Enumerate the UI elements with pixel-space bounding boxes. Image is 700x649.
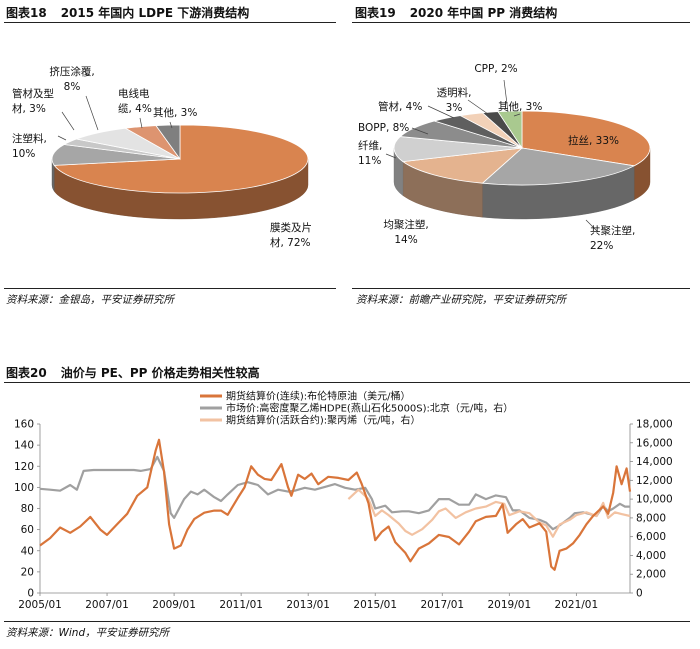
fig20-bottom-rule xyxy=(4,621,690,622)
fig19-label-1-b: 22% xyxy=(590,240,613,252)
fig20-y-left-tick-2: 40 xyxy=(21,545,34,557)
fig18-label-1-b: 10% xyxy=(12,148,35,160)
fig20-x-tick-8: 2021/01 xyxy=(555,599,599,611)
fig20-y-left-tick-0: 0 xyxy=(27,588,34,600)
fig20-y-left-tick-5: 100 xyxy=(14,482,34,494)
fig19-label-8: 其他, 3% xyxy=(498,100,542,113)
fig19-label-3-b: 11% xyxy=(358,155,381,167)
fig19-label-6-b: 3% xyxy=(446,102,463,114)
fig20-title-text: 油价与 PE、PP 价格走势相关性较高 xyxy=(60,366,260,380)
fig18-leader-4 xyxy=(139,117,143,129)
fig19-label-1: 共聚注塑, xyxy=(590,224,635,237)
fig20-y-left-tick-8: 160 xyxy=(14,419,34,431)
fig18-label-3-b: 8% xyxy=(64,81,81,93)
fig19-title-text: 2020 年中国 PP 消费结构 xyxy=(409,6,558,20)
fig19-leader-5 xyxy=(427,105,455,119)
fig19-label-7: CPP, 2% xyxy=(474,63,517,75)
fig20-y-right-tick-5: 10,000 xyxy=(636,494,673,506)
fig19-label-4: BOPP, 8% xyxy=(358,122,409,134)
fig20-x-tick-1: 2007/01 xyxy=(85,599,129,611)
fig18-top-rule xyxy=(4,22,336,23)
fig18-label-5: 其他, 3% xyxy=(153,106,197,119)
fig20-series-line-1 xyxy=(39,455,630,531)
fig20-y-right-tick-0: 0 xyxy=(636,588,643,600)
fig20-y-right-tick-9: 18,000 xyxy=(636,419,673,431)
fig19-slice-2 xyxy=(401,147,524,184)
fig19-leader-4 xyxy=(411,127,429,135)
fig18-label-1: 注塑料, xyxy=(12,132,47,145)
fig18-leader-5 xyxy=(169,121,173,129)
fig20-legend-label-0: 期货结算价(连续):布伦特原油（美元/桶） xyxy=(226,390,411,403)
fig20-y-right-tick-7: 14,000 xyxy=(636,456,673,468)
fig18-slice-0 xyxy=(53,124,309,194)
fig20-x-tick-0: 2005/01 xyxy=(18,599,62,611)
fig18-label-0: 膜类及片 xyxy=(270,221,312,234)
fig20-y-right-tick-4: 8,000 xyxy=(636,512,666,524)
fig20-top-rule xyxy=(4,382,690,383)
fig20-line-chart: 0 20 40 60 80 100 120 140 160 0 2,000 4,000 6,000 8,0… xyxy=(14,390,673,612)
fig20-y-right-tick-3: 6,000 xyxy=(636,531,666,543)
fig19-leader-8 xyxy=(513,113,521,117)
fig18-label-4-b: 缆, 4% xyxy=(118,102,152,115)
fig19-slice-8 xyxy=(497,110,523,150)
fig18-title: 图表18 2015 年国内 LDPE 下游消费结构 xyxy=(6,4,249,21)
fig19-label-6: 透明料, xyxy=(437,86,472,99)
fig19-label-2: 均聚注塑, xyxy=(383,218,428,231)
fig20-legend-label-1: 市场价:高密度聚乙烯HDPE(燕山石化5000S):北京（元/吨，右） xyxy=(226,402,513,415)
fig20-x-tick-5: 2015/01 xyxy=(353,599,397,611)
fig19-title: 图表19 2020 年中国 PP 消费结构 xyxy=(355,4,557,21)
fig20-legend-label-2: 期货结算价(活跃合约):聚丙烯（元/吨，右） xyxy=(226,414,421,427)
fig20-title: 图表20 油价与 PE、PP 价格走势相关性较高 xyxy=(6,364,260,381)
fig18-slice-1 xyxy=(51,144,181,166)
fig18-slice-5 xyxy=(155,124,181,161)
fig20-y-right-tick-8: 16,000 xyxy=(636,437,673,449)
fig19-slice-3 xyxy=(393,136,523,163)
fig20-y-right-tick-6: 12,000 xyxy=(636,475,673,487)
fig20-y-left-tick-6: 120 xyxy=(14,461,34,473)
fig20-x-tick-4: 2013/01 xyxy=(286,599,330,611)
fig18-label-3: 挤压涂覆, xyxy=(49,65,94,78)
fig20-x-tick-3: 2011/01 xyxy=(219,599,263,611)
fig18-label-2-b: 材, 3% xyxy=(12,102,46,115)
fig20-x-tick-2: 2009/01 xyxy=(152,599,196,611)
fig18-label-2: 管材及型 xyxy=(12,87,54,100)
fig20-y-left-tick-1: 20 xyxy=(21,566,34,578)
fig18-source: 资料来源：金银岛，平安证券研究所 xyxy=(6,294,174,306)
fig19-leader-7 xyxy=(503,79,509,113)
fig18-label-4: 电线电 xyxy=(118,87,150,100)
fig18-label-0-b: 材, 72% xyxy=(270,236,311,249)
fig20-series-line-0 xyxy=(39,438,632,571)
fig19-leader-6 xyxy=(467,99,489,115)
fig18-number: 图表18 xyxy=(6,6,47,20)
fig19-source: 资料来源：前瞻产业研究院，平安证券研究所 xyxy=(356,294,566,306)
fig20-y-right-tick-1: 2,000 xyxy=(636,569,666,581)
fig19-bottom-rule xyxy=(352,288,690,289)
fig18-title-text: 2015 年国内 LDPE 下游消费结构 xyxy=(60,6,250,20)
fig19-leader-1 xyxy=(585,219,599,233)
fig19-label-5: 管材, 4% xyxy=(378,100,422,113)
fig20-x-tick-7: 2019/01 xyxy=(488,599,532,611)
fig19-slice-0 xyxy=(521,110,651,167)
fig18-leader-3 xyxy=(85,95,99,131)
fig20-y-left-tick-3: 60 xyxy=(21,524,34,536)
fig19-label-3: 纤维, xyxy=(358,139,382,152)
fig19-label-2-b: 14% xyxy=(394,234,417,246)
fig18-leader-1 xyxy=(57,135,67,141)
fig20-series-line-2 xyxy=(347,488,631,538)
fig19-leader-3 xyxy=(385,153,397,159)
fig19-pie-chart: 拉丝, 33% 共聚注塑, 22% 均聚注塑, 14% 纤维, 11% BOPP, 8% 管材,… xyxy=(358,63,651,252)
fig20-source: 资料来源：Wind，平安证券研究所 xyxy=(6,627,170,639)
fig19-top-rule xyxy=(352,22,690,23)
fig20-number: 图表20 xyxy=(6,366,47,380)
fig19-label-0: 拉丝, 33% xyxy=(568,134,619,147)
fig20-y-left-tick-4: 80 xyxy=(21,503,34,515)
fig18-leader-2 xyxy=(61,111,75,131)
fig18-bottom-rule xyxy=(4,288,336,289)
fig20-x-tick-6: 2017/01 xyxy=(420,599,464,611)
fig20-y-left-tick-7: 140 xyxy=(14,440,34,452)
fig19-number: 图表19 xyxy=(355,6,396,20)
fig19-slice-1 xyxy=(481,147,636,186)
fig20-y-right-tick-2: 4,000 xyxy=(636,550,666,562)
